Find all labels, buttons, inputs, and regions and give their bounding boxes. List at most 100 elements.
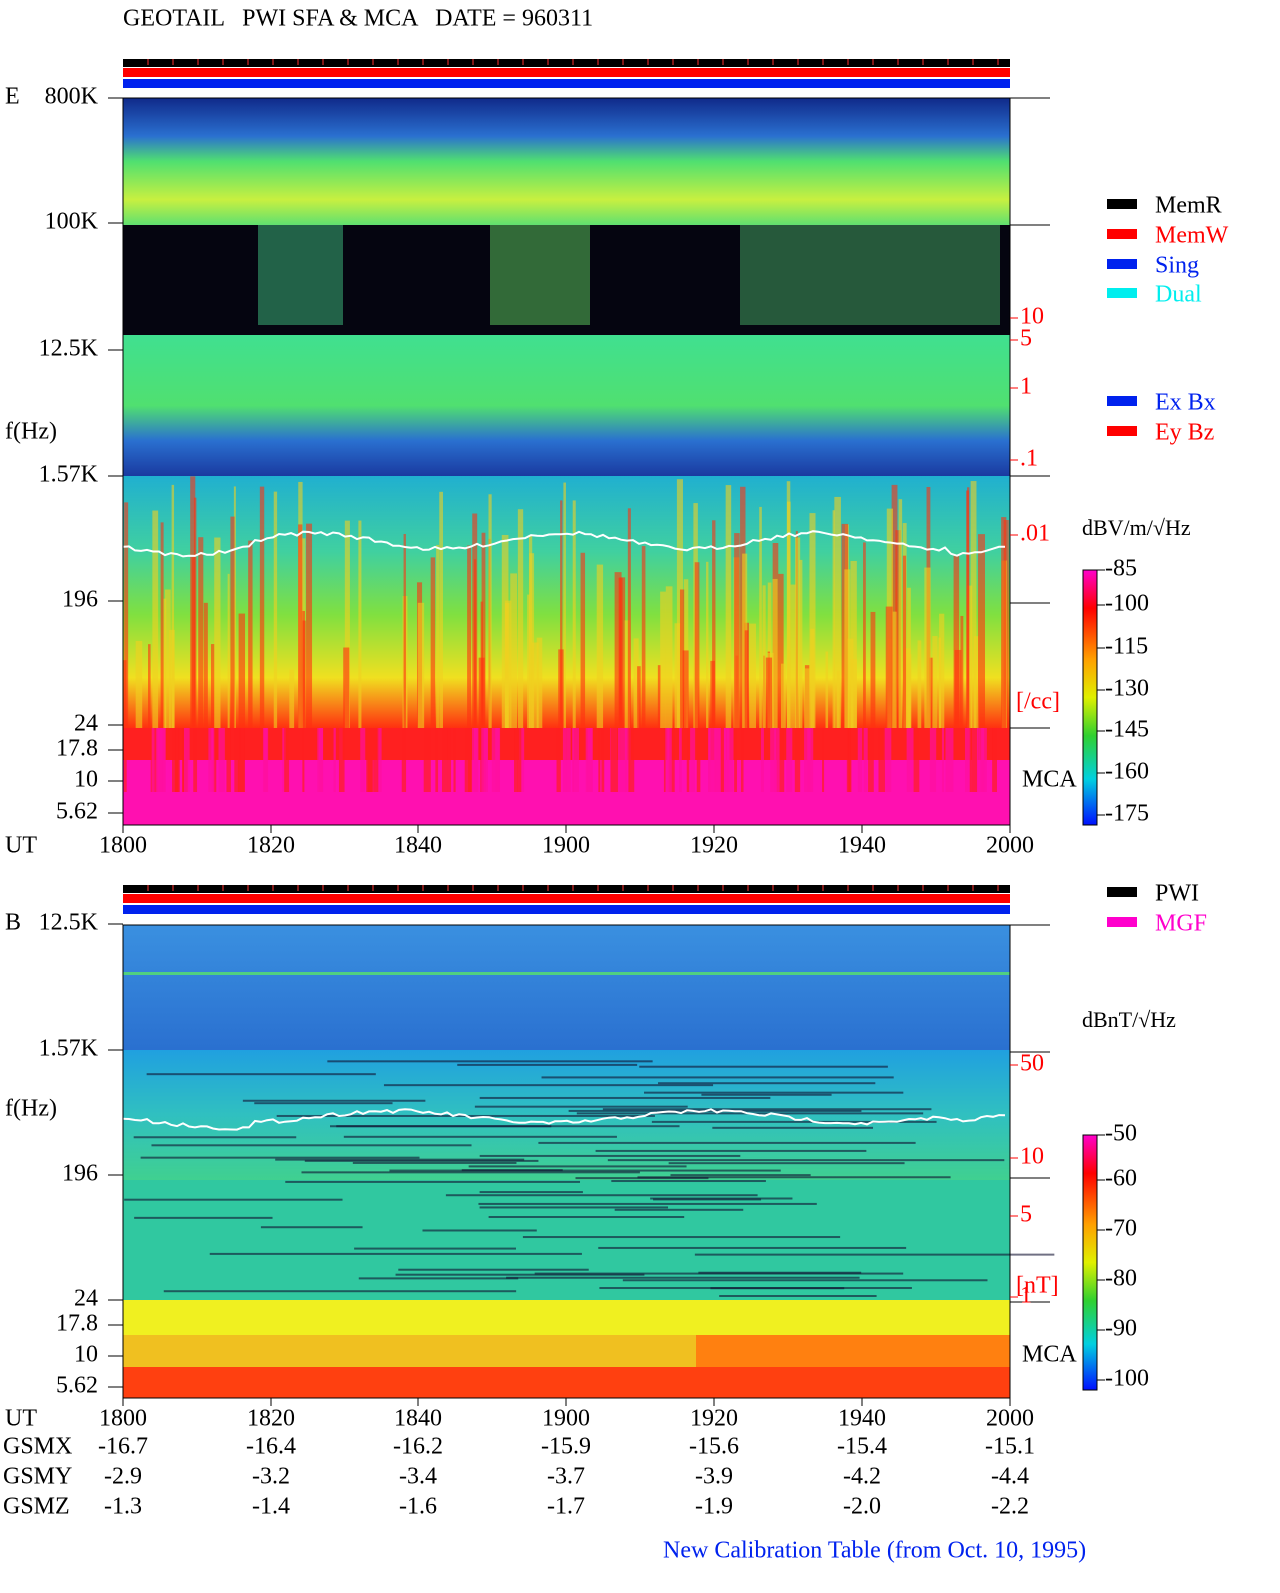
spectrogram-streak: [847, 638, 854, 728]
spectrogram-streak: [708, 728, 716, 792]
legend-label: Sing: [1155, 253, 1199, 279]
density-label: 5: [1020, 1202, 1032, 1228]
spectrogram-streak: [657, 665, 661, 728]
spectrogram-streak: [395, 1273, 645, 1276]
row-value: -2.2: [991, 1494, 1029, 1520]
spectrogram-streak: [422, 1229, 537, 1232]
spectrogram-streak: [563, 482, 566, 728]
y-axis-title: f(Hz): [5, 1096, 57, 1122]
colorbar-label: -60: [1105, 1166, 1137, 1192]
spectrogram-streak: [360, 728, 366, 792]
spectrogram-streak: [259, 486, 265, 728]
spectrogram-streak: [481, 728, 489, 792]
density-unit: [nT]: [1016, 1273, 1059, 1299]
colorbar-label: -175: [1105, 801, 1149, 827]
spectrogram-band: [490, 225, 590, 325]
density-label: 1: [1020, 374, 1032, 400]
spectrogram-streak: [1001, 517, 1007, 728]
spectrogram-streak: [834, 496, 841, 728]
spectrogram-streak: [627, 508, 631, 728]
row-value: -15.6: [689, 1434, 739, 1460]
spectrogram-streak: [973, 636, 980, 728]
spectrogram-streak: [619, 577, 626, 728]
spectrogram-streak: [260, 1226, 363, 1229]
x-tick-label: 2000: [986, 833, 1034, 859]
spectrogram-streak: [601, 728, 605, 792]
spectrogram-streak: [622, 1279, 988, 1282]
spectrogram-streak: [248, 540, 253, 728]
spectrogram-streak: [439, 491, 443, 728]
spectrogram-streak: [403, 533, 406, 728]
spectrogram-streak: [467, 545, 472, 728]
spectrogram-streak: [929, 657, 934, 728]
spectrogram-streak: [242, 1099, 426, 1102]
y-tick-label: 12.5K: [39, 336, 99, 362]
row-value: -15.1: [985, 1434, 1035, 1460]
spectrogram-streak: [377, 728, 382, 792]
spectrogram-streak: [193, 728, 198, 792]
spectrogram-streak: [891, 484, 898, 728]
spectrogram-streak: [163, 598, 167, 728]
spectrogram-band: [123, 1300, 1010, 1335]
spectrogram-streak: [651, 1120, 937, 1123]
spectrogram-streak: [560, 500, 563, 728]
spectrogram-streak: [939, 613, 945, 728]
spectrogram-streak: [762, 585, 766, 728]
spectrogram-streak: [285, 1180, 581, 1183]
spectrogram-streak: [238, 613, 246, 728]
colorbar-label: -100: [1105, 591, 1149, 617]
spectrogram-streak: [637, 1176, 951, 1179]
spectrogram-streak: [160, 522, 164, 728]
spectrogram-streak: [825, 651, 829, 728]
x-tick-label: 1920: [690, 1406, 738, 1432]
spectrogram-streak: [848, 728, 851, 792]
spectrogram-streak: [967, 585, 973, 728]
spectrogram-streak: [210, 644, 215, 728]
spectrogram-streak: [518, 728, 525, 792]
spectrogram-streak: [352, 1161, 517, 1164]
spectrogram-streak: [190, 476, 196, 728]
spectrogram-streak: [663, 728, 666, 792]
spectrogram-streak: [218, 728, 225, 792]
colorbar-label: -145: [1105, 717, 1149, 743]
spectrogram-streak: [720, 728, 724, 792]
row-value: -1.3: [104, 1494, 142, 1520]
spectrogram-streak: [333, 728, 336, 792]
spectrogram-streak: [562, 728, 566, 792]
spectrogram-streak: [710, 1287, 845, 1290]
x-tick-label: 1900: [542, 833, 590, 859]
spectrogram-streak: [970, 481, 977, 728]
spectrogram-streak: [389, 1169, 781, 1172]
x-tick-label: 1940: [838, 833, 886, 859]
spectrogram-streak: [906, 728, 914, 792]
spectrogram-streak: [367, 728, 374, 792]
spectrogram-streak: [481, 532, 486, 728]
spectrogram-streak: [863, 542, 866, 728]
spectrogram-streak: [857, 728, 863, 792]
y-tick-label: 12.5K: [39, 910, 99, 936]
spectrogram-band: [123, 476, 1010, 728]
spectrogram-streak: [660, 591, 666, 728]
x-tick-label: 1840: [394, 1406, 442, 1432]
colorbar-title: dBnT/√Hz: [1082, 1007, 1176, 1032]
spectrogram-streak: [712, 520, 716, 728]
panel-label: B: [5, 910, 21, 936]
legend-swatch: [1107, 917, 1137, 927]
colorbar-label: -90: [1105, 1316, 1137, 1342]
spectrogram-streak: [203, 602, 208, 728]
spectrogram-streak: [863, 728, 868, 792]
title: GEOTAIL PWI SFA & MCA DATE = 960311: [123, 6, 593, 32]
spectrogram-streak: [430, 557, 436, 728]
density-label: 50: [1020, 1051, 1044, 1077]
spectrogram-streak: [453, 728, 456, 792]
spectrogram-streak: [679, 728, 682, 792]
spectrogram-streak: [468, 1165, 687, 1168]
spectrogram-streak: [193, 497, 197, 728]
spectrogram-streak: [358, 520, 362, 728]
spectrogram-streak: [317, 728, 324, 792]
spectrogram-streak: [614, 572, 622, 728]
spectrogram-streak: [978, 534, 986, 728]
spectrogram-streak: [146, 1073, 376, 1076]
spectrogram-streak: [152, 510, 159, 728]
row-name: GSMZ: [3, 1494, 70, 1520]
